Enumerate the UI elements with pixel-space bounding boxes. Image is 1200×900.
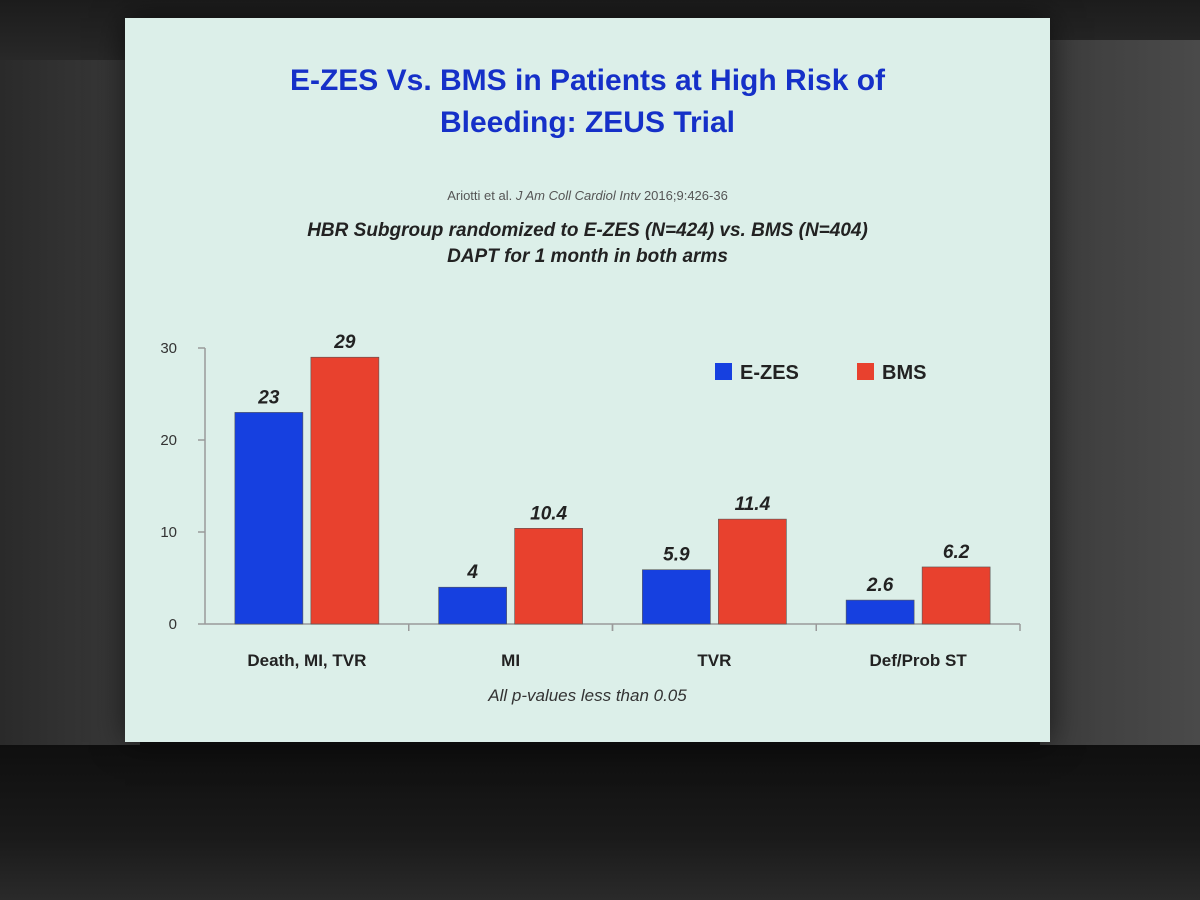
citation: Ariotti et al. J Am Coll Cardiol Intv 20… bbox=[125, 188, 1050, 203]
projected-slide: E-ZES Vs. BMS in Patients at High Risk o… bbox=[125, 18, 1050, 742]
citation-journal: J Am Coll Cardiol Intv bbox=[515, 188, 641, 203]
bar-bms-2 bbox=[718, 518, 787, 625]
data-label-bms-2: 11.4 bbox=[735, 494, 771, 515]
slide-title-line-2: Bleeding: ZEUS Trial bbox=[439, 106, 736, 139]
bar-chart: 0 10 20 30 23 29 Death, MI, TVR 4 10.4 MI 5.9 11.4 T… bbox=[160, 332, 1021, 670]
data-label-bms-0: 29 bbox=[333, 332, 356, 353]
x-category-label-0: Death, MI, TVR bbox=[247, 651, 366, 670]
legend-label-bms: BMS bbox=[882, 362, 926, 384]
y-tick-label-1: 10 bbox=[160, 524, 177, 541]
room-wall-left bbox=[0, 60, 140, 760]
x-category-label-1: MI bbox=[501, 651, 520, 670]
bar-bms-3 bbox=[921, 566, 991, 625]
subtitle-line-2: DAPT for 1 month in both arms bbox=[447, 246, 728, 267]
footnote: All p-values less than 0.05 bbox=[488, 686, 687, 705]
legend-label-ezes: E-ZES bbox=[740, 362, 799, 384]
legend-swatch-ezes bbox=[715, 363, 732, 380]
room-floor bbox=[0, 745, 1200, 900]
data-label-bms-1: 10.4 bbox=[530, 503, 567, 524]
slide-title-line-1: E-ZES Vs. BMS in Patients at High Risk o… bbox=[289, 64, 886, 97]
data-label-ezes-3: 2.6 bbox=[866, 575, 894, 596]
bar-ezes-0 bbox=[234, 412, 304, 625]
subtitle-line-1: HBR Subgroup randomized to E-ZES (N=424)… bbox=[307, 220, 868, 241]
slide-title: E-ZES Vs. BMS in Patients at High Risk o… bbox=[125, 60, 1050, 144]
bar-ezes-1 bbox=[438, 586, 507, 625]
bar-bms-0 bbox=[310, 356, 380, 625]
subtitle: HBR Subgroup randomized to E-ZES (N=424)… bbox=[125, 218, 1050, 270]
y-tick-label-0: 0 bbox=[169, 616, 177, 633]
x-category-label-2: TVR bbox=[697, 651, 731, 670]
citation-ref: 2016;9:426-36 bbox=[640, 188, 728, 203]
y-tick-label-3: 30 bbox=[160, 340, 177, 357]
data-label-bms-3: 6.2 bbox=[943, 542, 970, 563]
room-wall-right bbox=[1040, 40, 1200, 780]
bar-ezes-3 bbox=[845, 599, 915, 625]
x-category-label-3: Def/Prob ST bbox=[869, 651, 967, 670]
legend-swatch-bms bbox=[857, 363, 874, 380]
data-label-ezes-2: 5.9 bbox=[663, 545, 690, 566]
data-label-ezes-1: 4 bbox=[466, 562, 478, 583]
y-tick-label-2: 20 bbox=[160, 432, 177, 449]
bar-bms-1 bbox=[514, 528, 583, 625]
citation-authors: Ariotti et al. bbox=[447, 188, 516, 203]
data-label-ezes-0: 23 bbox=[257, 387, 280, 408]
bar-ezes-2 bbox=[642, 569, 711, 625]
